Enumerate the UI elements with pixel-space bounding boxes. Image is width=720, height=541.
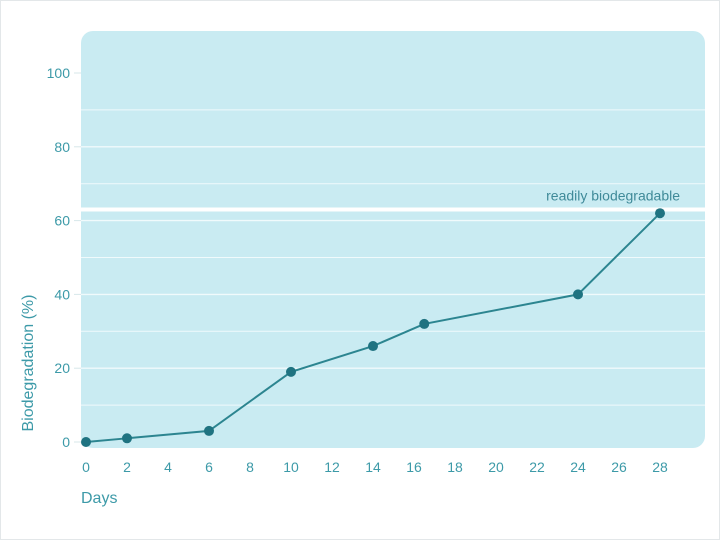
y-tick-label: 60: [54, 213, 70, 229]
data-point: [419, 318, 430, 329]
gridlines: [81, 109, 705, 406]
x-tick-label: 14: [365, 459, 381, 475]
y-tick-label: 0: [62, 434, 70, 450]
y-tick-label: 20: [54, 360, 70, 376]
x-tick-label: 24: [570, 459, 586, 475]
x-tick-label: 8: [246, 459, 254, 475]
x-tick-label: 20: [488, 459, 504, 475]
x-axis-title: Days: [81, 490, 117, 507]
y-tick-labels: 0 20 40 60 80 100: [47, 65, 81, 450]
y-axis-title: Biodegradation (%): [20, 295, 37, 432]
plot-background: [81, 31, 705, 448]
data-point: [655, 208, 665, 219]
x-tick-label: 22: [529, 459, 545, 475]
series-line: [85, 212, 661, 443]
data-points: [81, 208, 665, 447]
x-tick-label: 6: [205, 459, 213, 475]
x-tick-label: 18: [447, 459, 463, 475]
data-point: [122, 433, 132, 444]
x-tick-labels: 0 2 4 6 8 10 12 14 16 18 20 22 24 26 28: [82, 459, 668, 475]
x-tick-label: 10: [283, 459, 299, 475]
data-point: [368, 341, 378, 352]
data-point: [286, 366, 296, 377]
y-tick-label: 80: [54, 139, 70, 155]
x-tick-label: 16: [406, 459, 422, 475]
data-point: [81, 437, 91, 447]
x-tick-label: 2: [123, 459, 131, 475]
x-tick-label: 0: [82, 459, 90, 475]
x-tick-label: 12: [324, 459, 340, 475]
x-tick-label: 4: [164, 459, 172, 475]
data-point: [573, 289, 583, 300]
y-tick-label: 100: [47, 65, 71, 81]
y-tick-label: 40: [54, 286, 70, 302]
x-tick-label: 26: [611, 459, 627, 475]
x-tick-label: 28: [652, 459, 668, 475]
data-point: [204, 425, 214, 436]
reference-line-label: readily biodegradable: [546, 188, 680, 204]
